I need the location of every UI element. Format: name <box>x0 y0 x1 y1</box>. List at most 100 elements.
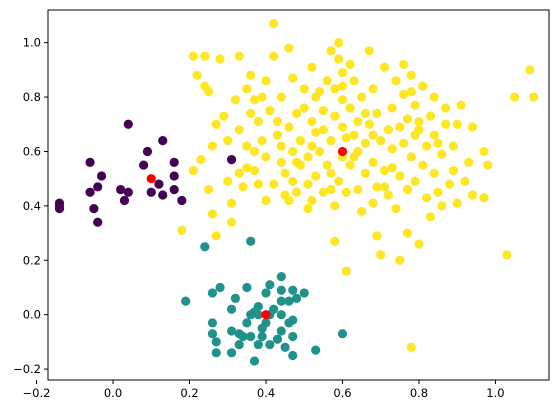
data-point <box>341 187 351 197</box>
data-point <box>368 84 378 94</box>
data-point <box>265 106 275 116</box>
data-point <box>146 187 156 197</box>
data-point <box>448 141 458 151</box>
data-point <box>337 95 348 105</box>
data-point <box>433 138 443 148</box>
data-point <box>226 304 237 314</box>
data-point <box>337 67 348 78</box>
data-point <box>85 187 95 197</box>
data-point <box>139 160 149 170</box>
data-point <box>379 165 390 176</box>
data-point <box>142 146 153 157</box>
data-point <box>226 326 237 336</box>
data-point <box>379 182 390 192</box>
data-point <box>257 92 267 102</box>
data-point <box>322 76 332 86</box>
data-point <box>223 176 233 186</box>
data-point <box>211 231 221 241</box>
data-point <box>395 171 405 181</box>
data-point <box>330 84 340 94</box>
data-point <box>276 157 286 167</box>
data-point <box>452 119 462 129</box>
data-point <box>169 157 179 167</box>
data-point <box>425 111 436 121</box>
data-point <box>303 179 313 189</box>
data-point <box>349 130 359 140</box>
data-point <box>230 293 240 303</box>
data-point <box>345 160 355 170</box>
data-point <box>406 87 416 97</box>
data-point <box>291 187 302 197</box>
data-point <box>349 76 359 86</box>
data-point <box>207 318 218 328</box>
data-point <box>334 176 344 186</box>
data-point <box>360 138 371 148</box>
data-point <box>242 84 252 94</box>
data-point <box>246 331 256 342</box>
data-point <box>467 122 478 132</box>
data-point <box>387 163 397 173</box>
data-point <box>226 155 237 165</box>
data-point <box>460 176 470 186</box>
data-point <box>429 130 439 140</box>
data-point <box>456 100 466 110</box>
data-point <box>257 135 267 146</box>
data-point <box>158 135 168 146</box>
x-tick-label: 0.8 <box>410 386 428 400</box>
data-point <box>169 184 179 195</box>
data-point <box>288 73 298 83</box>
data-point <box>357 92 367 102</box>
data-point <box>154 179 164 189</box>
data-point <box>234 125 244 135</box>
data-point <box>341 133 351 143</box>
data-point <box>406 70 416 80</box>
data-point <box>272 334 283 344</box>
data-point <box>204 87 214 97</box>
data-point <box>402 184 413 195</box>
data-point <box>280 168 290 178</box>
data-point <box>452 198 462 208</box>
data-point <box>353 116 363 127</box>
data-point <box>215 54 225 64</box>
data-point <box>479 193 489 203</box>
data-point <box>360 168 371 178</box>
data-point <box>291 108 302 118</box>
data-point <box>211 348 221 358</box>
data-point <box>288 315 298 325</box>
data-point <box>276 310 286 320</box>
data-point <box>387 103 397 113</box>
data-point <box>429 92 439 102</box>
data-point <box>207 329 218 339</box>
data-point <box>341 266 351 276</box>
data-point <box>368 157 378 167</box>
data-point <box>448 165 458 176</box>
data-point <box>433 187 443 197</box>
data-point <box>276 92 286 102</box>
data-point <box>322 160 332 170</box>
x-tick-label: 0.2 <box>180 386 198 400</box>
data-point <box>437 149 447 159</box>
data-point <box>399 89 409 99</box>
data-point <box>276 272 286 282</box>
data-point <box>177 195 187 206</box>
data-point <box>345 59 355 70</box>
data-point <box>376 250 386 260</box>
data-point <box>116 184 126 195</box>
data-point <box>253 116 263 127</box>
data-point <box>368 130 378 140</box>
data-point <box>188 165 198 176</box>
data-point <box>249 307 260 317</box>
data-point <box>242 282 252 293</box>
data-point <box>223 135 233 146</box>
data-point <box>414 239 424 249</box>
data-point <box>226 348 237 358</box>
data-point <box>226 198 237 208</box>
data-point <box>299 288 309 298</box>
data-point <box>288 331 298 342</box>
data-point <box>330 201 340 211</box>
data-point <box>360 108 371 118</box>
data-point <box>261 152 271 162</box>
data-point <box>326 168 336 178</box>
data-point <box>311 345 321 355</box>
